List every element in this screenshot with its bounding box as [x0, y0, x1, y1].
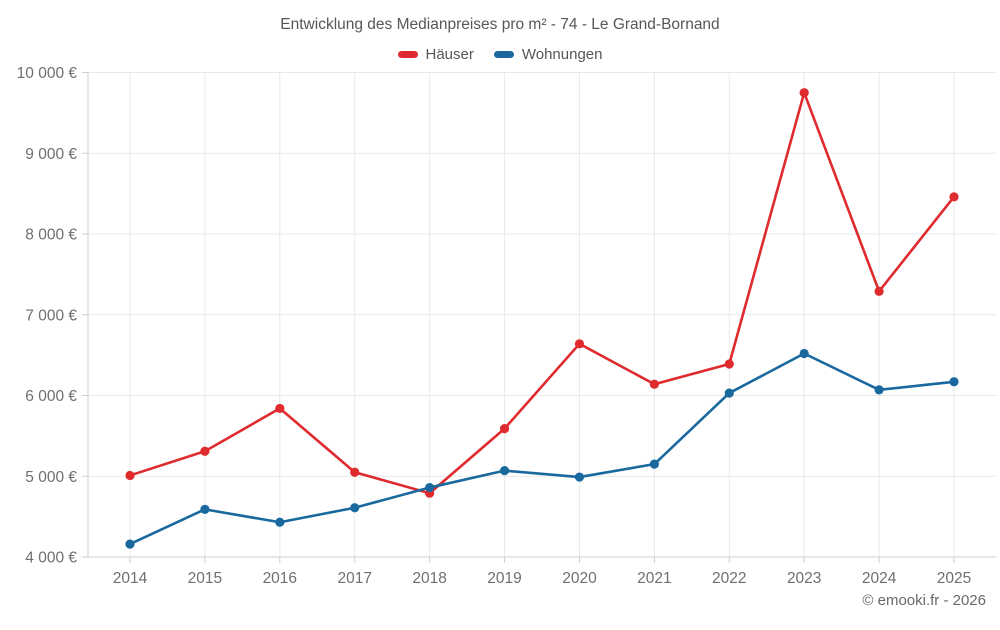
data-point	[724, 388, 734, 398]
data-point	[799, 348, 809, 359]
copyright-text: © emooki.fr - 2026	[862, 592, 986, 609]
data-point	[125, 539, 135, 549]
x-tick-label: 2017	[337, 570, 371, 587]
x-tick-label: 2014	[113, 570, 148, 587]
series-line-0	[128, 91, 956, 495]
y-tick-label: 5 000 €	[25, 469, 77, 486]
data-point	[125, 470, 135, 481]
x-tick-label: 2024	[862, 570, 897, 587]
y-tick-label: 10 000 €	[17, 65, 78, 82]
data-point	[799, 88, 809, 98]
y-tick-label: 7 000 €	[25, 307, 77, 324]
x-tick-label: 2018	[412, 570, 446, 587]
y-tick-label: 4 000 €	[25, 550, 77, 567]
x-tick-label: 2023	[787, 570, 821, 587]
x-tick-label: 2025	[937, 570, 971, 587]
x-tick-label: 2020	[562, 570, 597, 587]
legend-label-wohnungen: Wohnungen	[521, 46, 603, 63]
legend: Häuser Wohnungen	[0, 46, 1000, 63]
data-point	[200, 446, 210, 456]
data-point	[425, 482, 435, 493]
data-point	[949, 377, 959, 387]
chart-title: Entwicklung des Medianpreises pro m² - 7…	[280, 16, 720, 33]
x-tick-label: 2015	[188, 570, 222, 587]
legend-label-hauser: Häuser	[425, 46, 474, 63]
data-point	[574, 339, 585, 349]
y-tick-label: 8 000 €	[25, 227, 77, 244]
data-point	[275, 517, 285, 527]
series-line-1	[128, 352, 956, 546]
legend-swatch-wohnungen	[493, 51, 514, 58]
data-point	[574, 472, 585, 482]
data-point	[275, 403, 285, 414]
data-point	[874, 385, 884, 395]
data-point	[874, 286, 884, 296]
data-point	[724, 359, 734, 369]
data-point	[949, 192, 959, 202]
y-tick-label: 9 000 €	[25, 146, 77, 163]
data-point	[649, 459, 659, 469]
legend-item-wohnungen[interactable]: Wohnungen	[493, 46, 603, 63]
y-tick-label: 6 000 €	[25, 388, 77, 405]
legend-item-hauser[interactable]: Häuser	[397, 46, 474, 63]
data-point	[200, 504, 210, 514]
data-point	[350, 467, 360, 477]
data-point	[350, 503, 360, 513]
legend-swatch-hauser	[397, 51, 418, 58]
data-point	[499, 424, 510, 434]
x-tick-label: 2021	[637, 570, 671, 587]
x-tick-label: 2022	[712, 570, 746, 587]
x-tick-label: 2016	[263, 570, 297, 587]
data-point	[499, 465, 510, 476]
x-tick-label: 2019	[487, 570, 521, 587]
data-point	[649, 379, 659, 389]
